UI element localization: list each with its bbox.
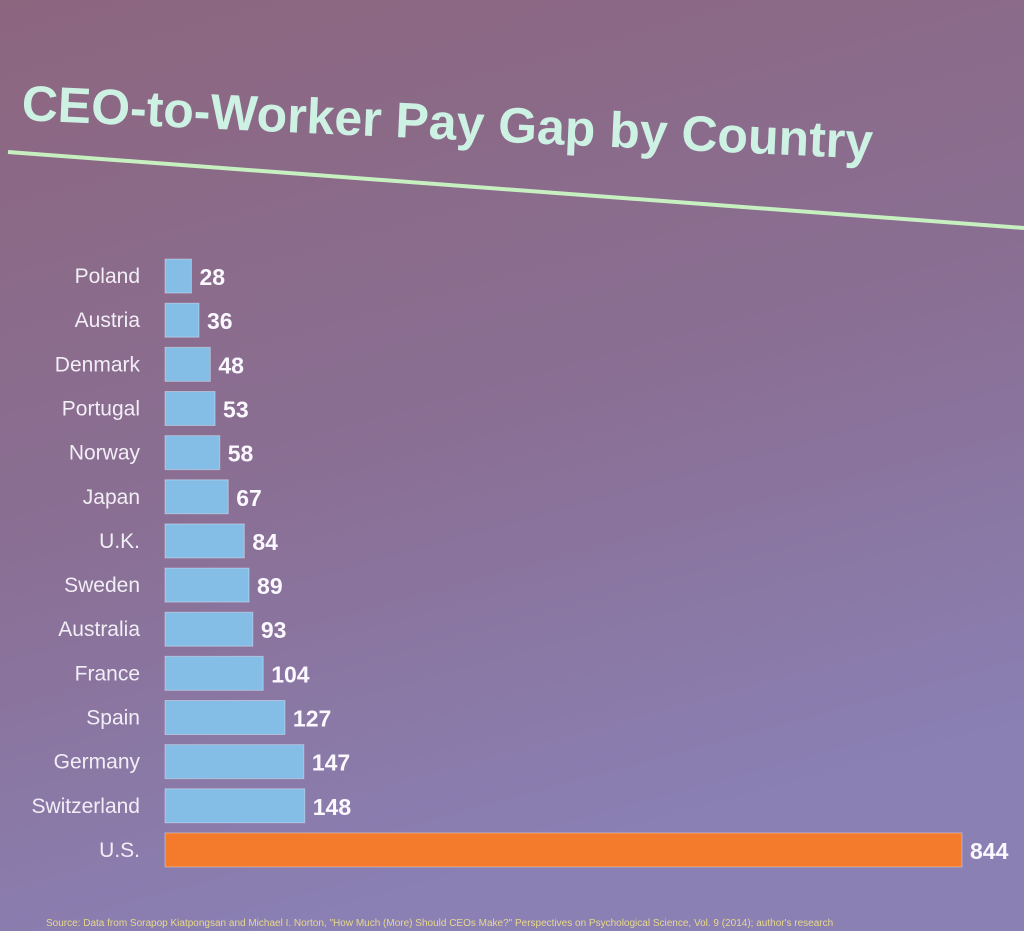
bar xyxy=(164,611,254,647)
bar xyxy=(164,391,216,426)
category-label: U.K. xyxy=(99,530,140,553)
category-label: Spain xyxy=(86,707,140,730)
value-label: 84 xyxy=(252,529,278,555)
value-label: 104 xyxy=(271,661,310,687)
category-label: U.S. xyxy=(99,839,140,862)
category-label: Portugal xyxy=(62,398,140,421)
bar xyxy=(164,302,200,338)
value-label: 127 xyxy=(293,706,331,732)
bar xyxy=(164,258,192,294)
category-label: Australia xyxy=(58,618,140,641)
category-label: Germany xyxy=(54,751,141,774)
bar xyxy=(164,700,286,735)
bar xyxy=(164,523,245,559)
source-note: Source: Data from Sorapop Kiatpongsan an… xyxy=(46,918,833,929)
bar xyxy=(164,788,306,824)
category-label: Japan xyxy=(83,486,140,509)
category-label: France xyxy=(75,662,140,685)
value-label: 67 xyxy=(236,485,262,511)
value-label: 148 xyxy=(313,794,352,820)
category-label: Norway xyxy=(69,442,141,465)
value-label: 28 xyxy=(199,264,225,290)
title-underline xyxy=(7,150,1024,230)
value-label: 93 xyxy=(261,617,287,643)
category-label: Sweden xyxy=(64,574,140,597)
value-label: 53 xyxy=(223,397,249,423)
value-label: 36 xyxy=(207,308,233,334)
category-label: Switzerland xyxy=(31,795,140,818)
value-label: 147 xyxy=(312,750,350,776)
value-label: 58 xyxy=(228,441,254,467)
value-label: 844 xyxy=(970,838,1009,864)
value-label: 48 xyxy=(218,352,244,378)
category-label: Austria xyxy=(75,309,141,332)
bar xyxy=(164,832,963,868)
bar xyxy=(164,435,221,471)
bar xyxy=(164,346,211,382)
bar xyxy=(164,744,305,780)
category-label: Denmark xyxy=(55,353,141,376)
bar xyxy=(164,655,264,691)
value-label: 89 xyxy=(257,573,283,599)
category-label: Poland xyxy=(75,265,140,288)
bar xyxy=(164,567,250,603)
bar xyxy=(164,479,229,515)
